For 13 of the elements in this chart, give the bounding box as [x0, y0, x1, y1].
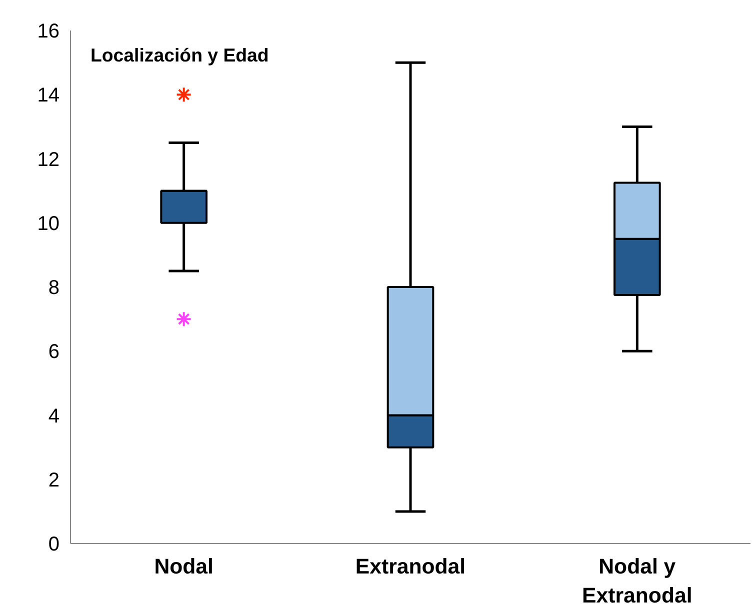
y-tick-label: 10 [37, 212, 60, 235]
y-tick-label: 16 [37, 20, 60, 42]
x-tick-label: Extranodal [355, 554, 466, 578]
y-tick-label: 12 [37, 148, 60, 171]
x-tick-label: Nodal [154, 554, 214, 578]
y-tick-label: 6 [48, 341, 60, 364]
y-tick-label: 2 [48, 469, 60, 492]
y-tick-label: 0 [48, 534, 60, 556]
text: Localización y Edad [90, 44, 269, 66]
y-tick-label: 14 [37, 84, 60, 107]
y-tick-label: 4 [48, 405, 60, 428]
y-tick-label: 8 [48, 277, 60, 299]
x-tick-label: Nodal y Extranodal [582, 554, 692, 608]
